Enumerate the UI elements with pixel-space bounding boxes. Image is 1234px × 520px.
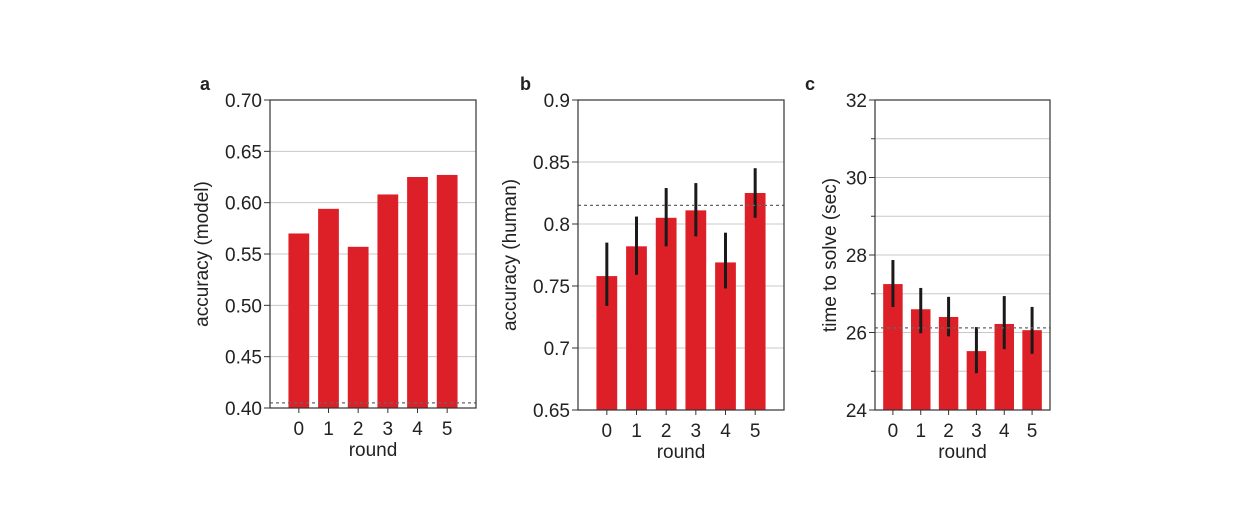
bar (938, 317, 959, 410)
y-tick-label: 0.9 (544, 91, 570, 112)
bar (655, 217, 677, 410)
bar (596, 276, 618, 410)
bar (715, 262, 736, 410)
x-tick-label: 3 (691, 421, 702, 442)
plot-frame (874, 99, 1051, 411)
bar (1022, 330, 1042, 410)
x-tick-label: 4 (720, 421, 731, 442)
y-axis-label: accuracy (model) (192, 181, 213, 327)
x-tick-label: 2 (661, 421, 672, 442)
x-tick-label: 1 (631, 421, 642, 442)
y-axis-label: accuracy (human) (500, 179, 521, 331)
panel-label: c (805, 74, 815, 94)
x-tick-label: 3 (971, 421, 982, 442)
x-tick-label: 0 (602, 421, 613, 442)
y-tick-label: 0.75 (533, 277, 570, 298)
bar (744, 193, 766, 410)
y-tick-label: 0.65 (533, 401, 570, 422)
x-tick-label: 5 (750, 421, 761, 442)
bar (347, 246, 369, 408)
x-axis-label: round (657, 442, 706, 463)
y-tick-label: 28 (846, 246, 867, 267)
x-tick-label: 2 (353, 419, 364, 440)
bar (626, 246, 647, 410)
y-tick-label: 0.85 (533, 153, 570, 174)
x-tick-label: 5 (442, 419, 453, 440)
bar (911, 309, 931, 410)
y-tick-label: 0.40 (225, 399, 262, 420)
panel-a: 0.40 0.45 0.50 0.55 0.60 0.65 0.70 0 1 2 3 4 5 round a… (192, 74, 477, 461)
bar (436, 174, 458, 408)
y-tick-label: 24 (846, 401, 868, 422)
y-tick-label: 0.65 (225, 142, 262, 163)
x-tick-label: 4 (412, 419, 423, 440)
bar (288, 233, 310, 408)
x-tick-label: 0 (888, 421, 899, 442)
bar (407, 177, 428, 408)
bar (685, 210, 707, 410)
x-tick-label: 3 (383, 419, 394, 440)
bar (994, 323, 1014, 410)
bar (377, 194, 399, 408)
bar (883, 284, 903, 410)
x-tick-label: 1 (915, 421, 926, 442)
y-tick-label: 0.45 (225, 348, 262, 369)
panel-c: 24 26 28 30 32 0 1 2 3 4 5 round time to solve (sec)… (805, 74, 1051, 463)
y-axis-label: time to solve (sec) (820, 178, 841, 332)
plot-frame (269, 99, 477, 409)
panel-label: b (520, 74, 531, 94)
y-tick-label: 0.8 (544, 215, 570, 236)
y-tick-label: 0.60 (225, 194, 262, 215)
x-tick-label: 2 (943, 421, 954, 442)
y-tick-label: 30 (846, 169, 867, 190)
y-tick-label: 0.7 (544, 339, 570, 360)
y-tick-label: 26 (846, 324, 867, 345)
x-tick-label: 4 (999, 421, 1010, 442)
x-tick-label: 0 (294, 419, 305, 440)
x-tick-label: 1 (323, 419, 334, 440)
y-tick-label: 0.55 (225, 245, 262, 266)
y-tick-label: 32 (846, 91, 867, 112)
plot-frame (577, 99, 785, 411)
y-tick-label: 0.70 (225, 91, 262, 112)
x-axis-label: round (938, 442, 987, 463)
bar (966, 351, 987, 410)
x-axis-label: round (349, 440, 398, 461)
bar (318, 208, 339, 408)
x-tick-label: 5 (1027, 421, 1038, 442)
y-tick-label: 0.50 (225, 296, 262, 317)
panel-label: a (200, 74, 211, 94)
panel-b: 0.65 0.7 0.75 0.8 0.85 0.9 0 1 2 3 4 5 round accuracy… (500, 74, 785, 463)
